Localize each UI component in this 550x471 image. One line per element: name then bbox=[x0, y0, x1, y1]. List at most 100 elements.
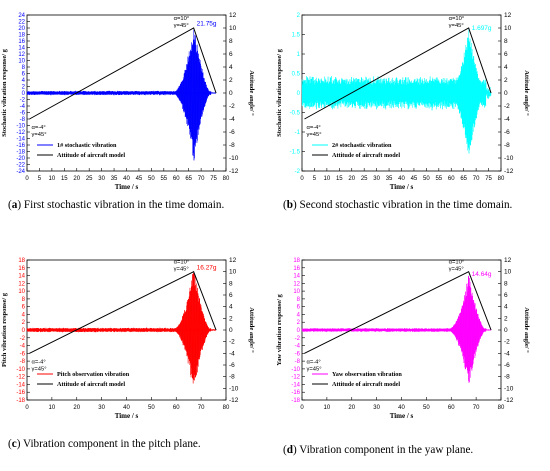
y-tick-label-right-a: -12 bbox=[229, 168, 239, 175]
y-tick-label-left-a: -2 bbox=[20, 98, 26, 104]
y-tick-label-left-b: 0 bbox=[297, 91, 301, 97]
chart-panel-b: 0 5 10 15 20 25 30 35 40 45 50 55 60 65 70 75 80 2 1.5 1 0.5… bbox=[275, 0, 550, 195]
x-tick-label-d: 40 bbox=[398, 405, 405, 411]
y-tick-label-right-b: 0 bbox=[504, 90, 508, 97]
y-tick-label-right-a: 10 bbox=[229, 25, 237, 32]
y-tick-label-right-a: -8 bbox=[229, 142, 235, 149]
y-tick-label-right-c: -6 bbox=[229, 362, 235, 369]
x-tick-label-c: 50 bbox=[148, 405, 155, 411]
y-tick-label-right-a: 0 bbox=[229, 90, 233, 97]
y-tick-label-right-a: 4 bbox=[229, 64, 233, 71]
y-tick-label-left-c: -16 bbox=[16, 390, 25, 396]
x-tick-label-b: 10 bbox=[324, 176, 331, 182]
x-tick-label-b: 60 bbox=[448, 176, 455, 182]
caption-b-label: b bbox=[286, 199, 293, 211]
x-tick-label-c: 10 bbox=[49, 405, 56, 411]
peak-label-a: 21.75g bbox=[197, 20, 217, 27]
y-tick-label-right-a: -2 bbox=[229, 103, 235, 110]
y-tick-label-left-c: -10 bbox=[16, 367, 25, 373]
x-tick-label-a: 75 bbox=[210, 176, 217, 182]
chart-b: 0 5 10 15 20 25 30 35 40 45 50 55 60 65 70 75 8021.510.5… bbox=[276, 12, 530, 191]
annotation-start-gamma-b: γ=45° bbox=[306, 132, 321, 138]
y-axis-label-left-a: Stochastic vibration response/ g bbox=[1, 48, 8, 137]
peak-label-d: 14.64g bbox=[472, 271, 492, 278]
y-tick-label-left-c: 0 bbox=[22, 328, 26, 334]
x-tick-label-a: 35 bbox=[111, 176, 118, 182]
y-tick-label-right-a: 2 bbox=[229, 77, 233, 84]
attitude-series-a bbox=[29, 27, 217, 120]
y-tick-label-left-c: -2 bbox=[20, 336, 26, 342]
x-tick-label-a: 40 bbox=[123, 176, 130, 182]
y-axis-label-right-b: Attitude angle/ ° bbox=[523, 70, 530, 116]
y-axis-label-right-d: Attitude angle/ ° bbox=[523, 307, 530, 353]
annotation-start-alpha-a: α=-4° bbox=[31, 125, 45, 131]
peak-label-c: 16.27g bbox=[197, 265, 217, 272]
y-tick-label-left-a: -20 bbox=[16, 156, 25, 162]
y-tick-label-right-a: 6 bbox=[229, 51, 233, 58]
vibration-series-a bbox=[26, 29, 217, 161]
x-tick-label-b: 25 bbox=[361, 176, 368, 182]
caption-c-text: Vibration component in the pitch plane. bbox=[23, 438, 201, 450]
y-tick-label-left-a: 12 bbox=[18, 52, 25, 58]
legend-label-attitude-c: Attitude of aircraft model bbox=[57, 381, 125, 388]
annotation-start-gamma-d: γ=45° bbox=[306, 366, 321, 372]
annotation-end-gamma-d: γ=45° bbox=[449, 267, 464, 273]
caption-c: (c) Vibration component in the pitch pla… bbox=[8, 438, 201, 450]
annotation-start-alpha-d: α=-4° bbox=[306, 359, 320, 365]
y-tick-label-left-d: -8 bbox=[295, 359, 301, 365]
y-tick-label-left-d: 18 bbox=[293, 258, 300, 264]
x-tick-label-a: 10 bbox=[49, 176, 56, 182]
y-tick-label-right-a: -6 bbox=[229, 129, 235, 136]
y-tick-label-right-d: 12 bbox=[504, 257, 512, 264]
y-tick-label-left-a: -14 bbox=[16, 137, 25, 143]
x-tick-label-c: 80 bbox=[223, 405, 230, 411]
chart-d: 0 10 20 30 40 50 60 70 80181614121086420-2-4-6-8… bbox=[276, 257, 530, 420]
y-axis-label-right-c: Attitude angle/ ° bbox=[248, 307, 255, 353]
y-tick-label-right-c: 10 bbox=[229, 269, 237, 276]
x-tick-label-a: 30 bbox=[98, 176, 105, 182]
y-tick-label-left-d: -6 bbox=[295, 351, 301, 357]
y-tick-label-left-c: -8 bbox=[20, 359, 26, 365]
vibration-series-b bbox=[301, 27, 492, 154]
y-tick-label-left-d: -16 bbox=[291, 390, 300, 396]
y-tick-label-left-b: -1 bbox=[295, 130, 301, 136]
x-tick-label-b: 35 bbox=[386, 176, 393, 182]
chart-panel-a: 0 5 10 15 20 25 30 35 40 45 50 55 60 65 70 75 80 24 22 20 18… bbox=[0, 0, 275, 195]
y-tick-label-right-d: 4 bbox=[504, 304, 508, 311]
annotation-end-alpha-d: α=10° bbox=[449, 260, 465, 266]
y-tick-label-left-a: -10 bbox=[16, 124, 25, 130]
y-tick-label-left-a: -18 bbox=[16, 150, 25, 156]
y-tick-label-left-b: 1.5 bbox=[292, 33, 301, 39]
y-tick-label-left-c: 14 bbox=[18, 274, 25, 280]
y-tick-label-right-c: -10 bbox=[229, 385, 239, 392]
y-axis-label-left-d: Yaw vibration response/ g bbox=[276, 293, 283, 365]
y-axis-label-left-c: Pitch vibration response/ g bbox=[1, 292, 8, 367]
x-tick-label-b: 70 bbox=[473, 176, 480, 182]
annotation-end-alpha-b: α=10° bbox=[449, 16, 465, 22]
x-tick-label-a: 5 bbox=[38, 176, 42, 182]
annotation-start-alpha-c: α=-4° bbox=[31, 359, 45, 365]
y-tick-label-right-c: 6 bbox=[229, 292, 233, 299]
caption-c-label: c bbox=[11, 438, 17, 450]
y-tick-label-left-c: 10 bbox=[18, 289, 25, 295]
x-tick-label-a: 80 bbox=[223, 176, 230, 182]
x-tick-label-d: 20 bbox=[348, 405, 355, 411]
x-tick-label-b: 15 bbox=[336, 176, 343, 182]
x-tick-label-c: 30 bbox=[98, 405, 105, 411]
y-tick-label-right-d: -12 bbox=[504, 397, 514, 404]
x-tick-label-d: 70 bbox=[473, 405, 480, 411]
annotation-end-alpha-a: α=10° bbox=[174, 16, 190, 22]
y-tick-label-left-c: -12 bbox=[16, 375, 25, 381]
x-tick-label-d: 60 bbox=[448, 405, 455, 411]
x-axis-label-b: Time / s bbox=[390, 183, 414, 191]
x-tick-label-d: 30 bbox=[373, 405, 380, 411]
y-tick-label-left-d: 16 bbox=[293, 266, 300, 272]
y-tick-label-left-c: 12 bbox=[18, 281, 25, 287]
annotation-end-gamma-b: γ=45° bbox=[449, 23, 464, 29]
vibration-series-c bbox=[26, 271, 217, 384]
y-tick-label-left-d: -12 bbox=[291, 375, 300, 381]
x-tick-label-b: 20 bbox=[348, 176, 355, 182]
annotation-start-gamma-a: γ=45° bbox=[31, 132, 46, 138]
x-tick-label-a: 25 bbox=[86, 176, 93, 182]
y-axis-label-left-b: Stochastic vibration response/ g bbox=[276, 48, 283, 137]
